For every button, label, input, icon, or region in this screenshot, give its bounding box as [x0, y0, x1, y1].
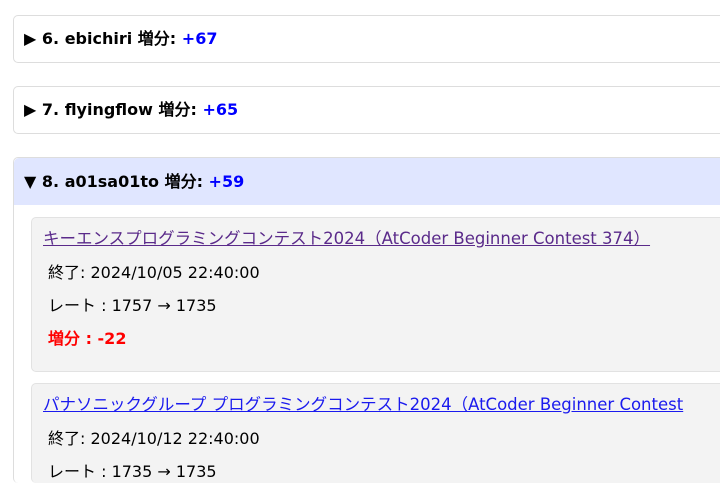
contest-link[interactable]: パナソニックグループ プログラミングコンテスト2024（AtCoder Begi… [43, 395, 684, 414]
entry-username: flyingflow [64, 100, 153, 119]
entry-summary[interactable]: ▼ 8. a01sa01to 増分: +59 [14, 158, 720, 205]
contest-end-time: 終了: 2024/10/12 22:40:00 [48, 429, 260, 448]
delta-label: 増分: [137, 29, 177, 48]
user-entry-7: ▶ 7. flyingflow 増分: +65 [13, 86, 720, 134]
entry-rank: 7. [41, 100, 60, 119]
delta-label: 増分: [158, 100, 197, 119]
contest-link[interactable]: キーエンスプログラミングコンテスト2024（AtCoder Beginner C… [43, 229, 651, 248]
triangle-right-icon: ▶ [24, 100, 37, 119]
delta-value: +65 [202, 100, 239, 119]
entry-summary[interactable]: ▶ 7. flyingflow 増分: +65 [14, 87, 720, 133]
user-entry-8: ▼ 8. a01sa01to 増分: +59 [13, 157, 720, 483]
entry-username: ebichiri [64, 29, 133, 48]
delta-value: +67 [181, 29, 218, 48]
contest-card: キーエンスプログラミングコンテスト2024（AtCoder Beginner C… [31, 217, 720, 372]
user-entry-6: ▶ 6. ebichiri 増分: +67 [13, 15, 720, 63]
delta-label: 増分: [164, 172, 203, 191]
delta-value: +59 [208, 172, 245, 191]
contest-rate: レート : 1735 → 1735 [48, 462, 217, 481]
contest-card: パナソニックグループ プログラミングコンテスト2024（AtCoder Begi… [31, 383, 720, 483]
triangle-right-icon: ▶ [24, 29, 37, 48]
contest-end-time: 終了: 2024/10/05 22:40:00 [48, 263, 260, 282]
entry-summary[interactable]: ▶ 6. ebichiri 増分: +67 [14, 16, 720, 62]
triangle-down-icon: ▼ [24, 172, 37, 191]
entry-username: a01sa01to [64, 172, 159, 191]
contest-delta: 増分 : -22 [48, 329, 127, 348]
contest-rate: レート : 1757 → 1735 [48, 296, 217, 315]
entry-rank: 8. [41, 172, 60, 191]
entry-rank: 6. [41, 29, 60, 48]
